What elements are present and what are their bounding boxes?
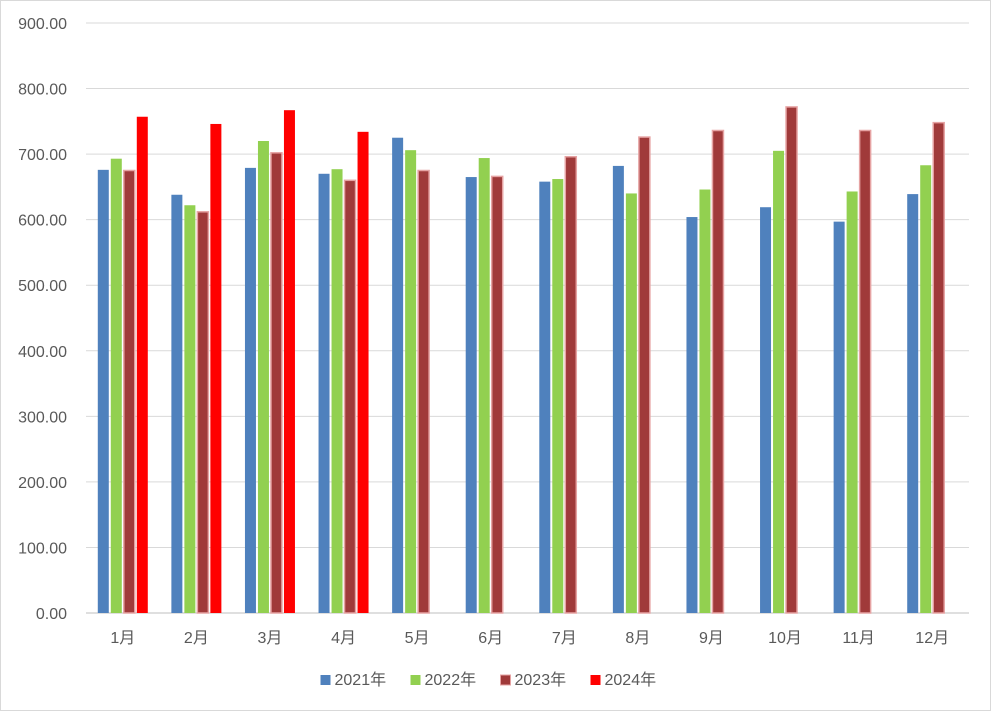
y-tick-label: 900.00 (18, 16, 67, 33)
bar-2021年-9月 (686, 217, 698, 614)
bar-2022年-9月 (699, 189, 711, 613)
bar-2021年-4月 (318, 173, 330, 613)
bar-2021年-8月 (612, 165, 624, 613)
y-tick-label: 100.00 (18, 540, 67, 557)
x-category-label: 8月 (625, 630, 650, 647)
bar-2022年-6月 (478, 158, 490, 614)
bar-2023年-1月 (123, 169, 136, 614)
bar-2021年-5月 (392, 137, 404, 613)
bar-2023年-8月 (638, 136, 651, 614)
bar-2021年-12月 (907, 194, 919, 613)
y-tick-label: 400.00 (18, 344, 67, 361)
y-tick-label: 600.00 (18, 213, 67, 230)
bar-2022年-7月 (552, 179, 564, 613)
bar-2021年-11月 (833, 221, 845, 613)
y-tick-label: 800.00 (18, 82, 67, 99)
legend-entry: 2024年 (605, 671, 657, 689)
x-category-label: 6月 (478, 630, 503, 647)
x-category-label: 1月 (110, 630, 135, 647)
bar-2022年-5月 (405, 150, 417, 613)
bar-2023年-7月 (564, 155, 578, 614)
bar-2023年-10月 (785, 106, 798, 614)
bar-2023年-2月 (196, 211, 210, 614)
y-tick-label: 500.00 (18, 278, 67, 295)
bar-2021年-1月 (97, 169, 109, 613)
legend-swatch (410, 675, 421, 685)
legend-swatch (320, 675, 331, 685)
bar-2024年-3月 (283, 110, 295, 613)
bar-2023年-4月 (343, 179, 357, 614)
bar-2022年-4月 (331, 169, 343, 613)
legend-entry: 2023年 (515, 671, 567, 689)
legend: 2021年 2022年 2023年 2024年 (320, 671, 657, 689)
bar-2021年-3月 (244, 167, 256, 613)
bar-2023年-3月 (270, 152, 283, 614)
bar-2023年-6月 (490, 175, 504, 614)
x-category-label: 3月 (258, 630, 283, 647)
bar-2022年-1月 (110, 158, 122, 613)
y-tick-label: 300.00 (18, 409, 67, 426)
bar-2022年-8月 (625, 193, 637, 613)
gridlines (86, 22, 969, 614)
legend-swatch (500, 674, 511, 686)
y-axis-tick-labels: 0.00 100.00 200.00 300.00 400.00 500.00 600.00… (18, 16, 67, 623)
bar-2021年-7月 (539, 181, 551, 613)
x-axis-category-labels: 1月 2月 3月 4月 5月 6月 7月 8月 9月 10月 11月 12月 (110, 630, 949, 647)
x-category-label: 2月 (184, 630, 209, 647)
legend-entry: 2022年 (425, 671, 477, 689)
y-tick-label: 200.00 (18, 475, 67, 492)
x-category-label: 11月 (842, 630, 875, 647)
bar-2022年-12月 (920, 165, 932, 613)
x-category-label: 10月 (768, 630, 802, 647)
bar-2023年-5月 (417, 169, 430, 614)
x-category-label: 7月 (552, 630, 577, 647)
bar-2021年-10月 (760, 207, 772, 613)
x-category-label: 5月 (405, 630, 430, 647)
bar-2022年-3月 (257, 141, 269, 613)
bar-2023年-11月 (858, 129, 872, 614)
bar-2022年-10月 (773, 150, 785, 614)
y-tick-label: 0.00 (36, 606, 67, 623)
bar-2024年-1月 (136, 116, 148, 613)
bar-2021年-6月 (465, 177, 477, 614)
bar-2021年-2月 (171, 194, 183, 613)
bar-2024年-4月 (357, 131, 369, 614)
x-category-label: 12月 (915, 630, 949, 647)
bar-2024年-2月 (210, 123, 222, 613)
x-category-label: 9月 (699, 630, 724, 647)
x-category-label: 4月 (331, 630, 356, 647)
legend-swatch (590, 675, 601, 685)
bar-2022年-2月 (184, 205, 196, 613)
y-tick-label: 700.00 (18, 147, 67, 164)
bar-2022年-11月 (846, 191, 858, 613)
bar-2023年-9月 (711, 129, 725, 614)
bars (97, 106, 945, 614)
legend-entry: 2021年 (335, 671, 387, 689)
bar-2023年-12月 (932, 121, 945, 614)
